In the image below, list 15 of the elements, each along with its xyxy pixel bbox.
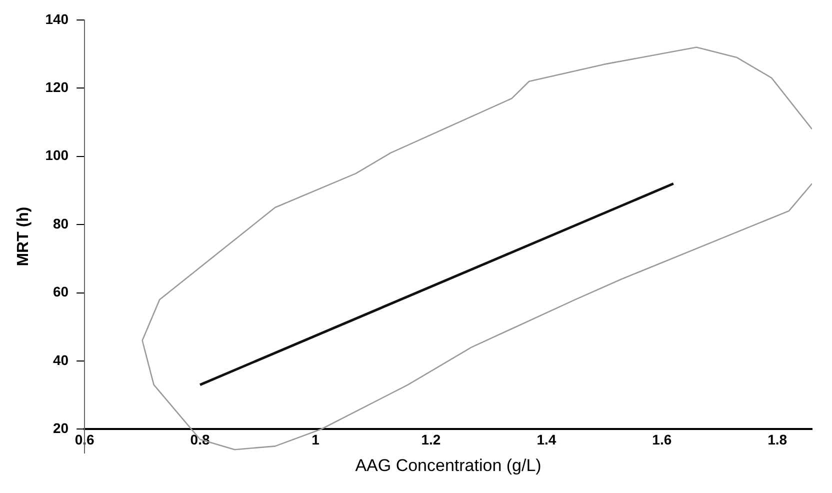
- y-tick-label: 80: [52, 215, 69, 232]
- y-tick-label: 60: [52, 284, 69, 300]
- y-tick-label: 120: [45, 79, 69, 96]
- x-tick-label: 1.4: [536, 431, 556, 448]
- y-axis-title: MRT (h): [15, 206, 32, 266]
- x-tick-label: 1.2: [421, 431, 441, 448]
- y-tick-label: 140: [45, 10, 69, 27]
- y-tick-label: 20: [52, 420, 69, 436]
- x-tick-label: 1.8: [768, 431, 788, 448]
- x-tick-label: 1.6: [652, 431, 672, 448]
- x-axis-title: AAG Concentration (g/L): [355, 456, 542, 475]
- x-tick-label: 0.8: [190, 431, 210, 448]
- y-tick-label: 100: [45, 147, 69, 164]
- y-tick-label: 40: [52, 352, 69, 368]
- x-tick-label: 1: [312, 431, 320, 448]
